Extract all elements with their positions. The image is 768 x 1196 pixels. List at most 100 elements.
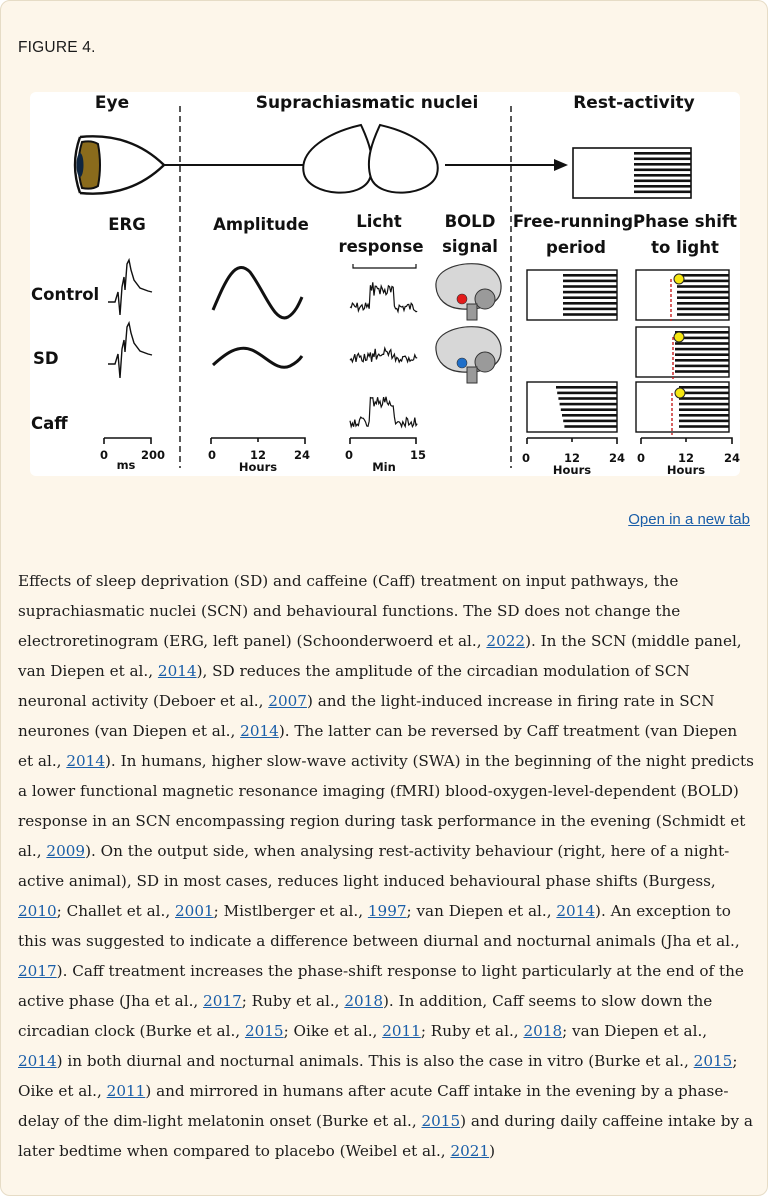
activity-bar <box>677 274 729 277</box>
activity-bar <box>677 307 729 311</box>
citation-link[interactable]: 2014 <box>18 1052 57 1070</box>
caption-text: ) <box>489 1142 496 1160</box>
licht-trace-control <box>349 282 418 314</box>
col-amplitude: Amplitude <box>213 215 309 234</box>
activity-bar <box>563 419 617 423</box>
citation-link[interactable]: 2011 <box>382 1022 421 1040</box>
header-scn: Suprachiasmatic nuclei <box>256 93 479 113</box>
axis-labels: 0 200 ms 0 12 24 Hours 0 15 Min 0 12 24 … <box>100 448 740 476</box>
amp-tick-12: 12 <box>250 448 266 462</box>
activity-bar <box>677 290 729 294</box>
row-control: Control <box>31 285 99 304</box>
licht-trace-sd <box>349 346 418 364</box>
figure-label: FIGURE 4. <box>18 39 96 56</box>
activity-bar <box>675 336 729 340</box>
free-running-actogram-caff <box>526 381 618 433</box>
citation-link[interactable]: 2014 <box>240 722 279 740</box>
amplitude-wave-sd <box>211 346 304 369</box>
col-erg: ERG <box>108 215 146 234</box>
phase-tick-0: 0 <box>637 451 645 465</box>
col-licht-1: Licht <box>356 212 402 231</box>
activity-bar <box>677 313 729 316</box>
citation-link[interactable]: 2014 <box>66 752 105 770</box>
light-pulse-marker <box>673 331 685 343</box>
free-running-actogram-control <box>526 269 618 321</box>
citation-link[interactable]: 2001 <box>175 902 214 920</box>
phase-tick-24: 24 <box>724 451 740 465</box>
activity-bar <box>560 408 617 411</box>
figure-svg: Eye Suprachiasmatic nuclei Rest-activity <box>31 93 740 476</box>
licht-tick-0: 0 <box>345 448 353 462</box>
phase-actogram-caff <box>635 381 730 435</box>
caption-text: ). In addition, Caff seems to slow down … <box>18 992 713 1040</box>
citation-link[interactable]: 2018 <box>344 992 383 1010</box>
caption-text: ) and mirrored in humans after acute Caf… <box>18 1082 729 1130</box>
citation-link[interactable]: 2007 <box>268 692 307 710</box>
caption-text: ). In the SCN (middle panel, van Diepen … <box>18 632 742 680</box>
col-free-2: period <box>546 238 606 257</box>
caption-text: ) and the light-induced increase in firi… <box>18 692 715 740</box>
citation-link[interactable]: 2017 <box>18 962 57 980</box>
caption-text: ). An exception to this was suggested to… <box>18 902 740 950</box>
citation-link[interactable]: 2009 <box>46 842 86 860</box>
caption-text: ; van Diepen et al., <box>406 902 557 920</box>
citation-link[interactable]: 2014 <box>556 902 596 920</box>
amp-tick-24: 24 <box>294 448 310 462</box>
erg-trace-sd <box>108 320 153 379</box>
activity-bar <box>563 285 617 288</box>
erg-tick-200: 200 <box>141 448 165 462</box>
activity-bar <box>563 302 617 305</box>
activity-bar <box>677 279 729 283</box>
caption-text: ), SD reduces the amplitude of the circa… <box>18 662 690 710</box>
free-tick-12: 12 <box>564 451 580 465</box>
caption-text: ; Ruby et al., <box>241 992 345 1010</box>
licht-traces <box>349 264 418 429</box>
col-licht-2: response <box>338 237 423 256</box>
citation-link[interactable]: 1997 <box>367 902 407 920</box>
erg-tick-0: 0 <box>100 448 108 462</box>
col-bold-2: signal <box>442 237 498 256</box>
amp-unit: Hours <box>239 460 277 474</box>
citation-link[interactable]: 2015 <box>693 1052 733 1070</box>
activity-bar <box>679 402 729 406</box>
activity-bar <box>679 408 729 411</box>
activity-bar <box>557 391 617 395</box>
activity-bar <box>679 386 729 389</box>
citation-link[interactable]: 2015 <box>421 1112 461 1130</box>
free-tick-0: 0 <box>522 451 530 465</box>
caption-text: ). Caff treatment increases the phase-sh… <box>18 962 744 1010</box>
activity-bar <box>563 307 617 311</box>
citation-link[interactable]: 2018 <box>523 1022 563 1040</box>
citation-link[interactable]: 2022 <box>486 632 526 650</box>
citation-link[interactable]: 2021 <box>450 1142 490 1160</box>
activity-bar <box>675 353 729 356</box>
activity-bar <box>559 402 617 406</box>
activity-bar <box>675 331 729 334</box>
citation-link[interactable]: 2015 <box>244 1022 284 1040</box>
phase-actogram-control <box>635 269 730 321</box>
phase-unit: Hours <box>667 463 705 476</box>
figure-caption: Effects of sleep deprivation (SD) and ca… <box>18 566 756 1166</box>
caption-text: ). On the output side, when analysing re… <box>18 842 730 890</box>
caption-text: ) in both diurnal and nocturnal animals.… <box>56 1052 694 1070</box>
activity-bar <box>675 364 729 368</box>
caption-text: ; Challet et al., <box>56 902 176 920</box>
caption-text: ; Oike et al., <box>283 1022 383 1040</box>
figure-image: Eye Suprachiasmatic nuclei Rest-activity <box>30 92 740 476</box>
citation-link[interactable]: 2011 <box>106 1082 146 1100</box>
open-in-new-tab-link[interactable]: Open in a new tab <box>628 511 750 528</box>
citation-link[interactable]: 2014 <box>157 662 197 680</box>
activity-bar <box>679 391 729 395</box>
licht-trace-caff <box>349 396 418 429</box>
activity-bar <box>564 425 617 428</box>
licht-tick-15: 15 <box>410 448 426 462</box>
erg-unit: ms <box>117 458 136 472</box>
citation-link[interactable]: 2010 <box>18 902 57 920</box>
activity-bar <box>675 370 729 373</box>
bold-brain-sd <box>435 326 502 384</box>
citation-link[interactable]: 2017 <box>203 992 242 1010</box>
activity-bar <box>675 347 729 351</box>
rest-activity-box <box>572 147 692 199</box>
activity-bar <box>563 313 617 316</box>
